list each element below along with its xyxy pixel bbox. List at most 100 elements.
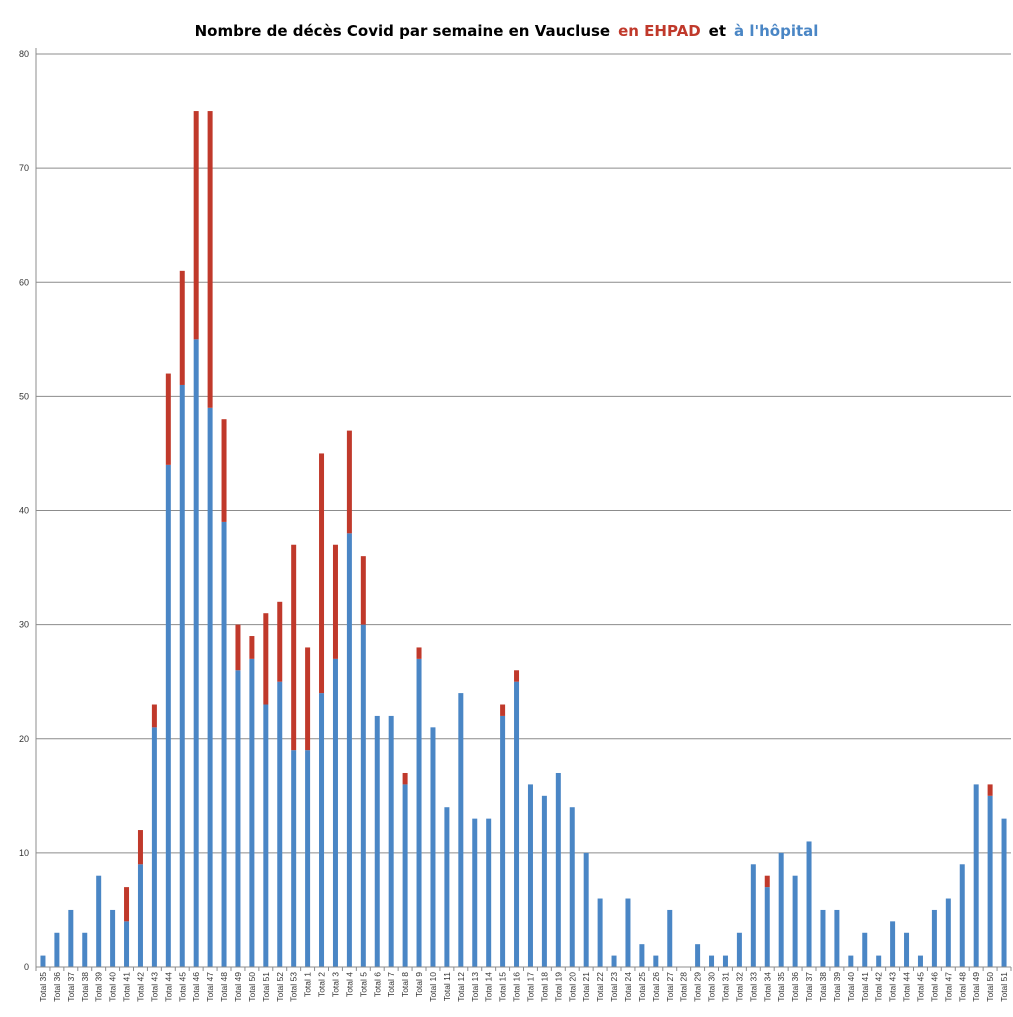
x-tick-label: Total 37 <box>66 972 76 1002</box>
x-tick-label: Total 41 <box>122 972 132 1002</box>
bar-segment-hopital <box>444 807 450 967</box>
x-tick-label: Total 39 <box>832 972 842 1002</box>
bar-segment-hopital <box>388 715 394 967</box>
bar-segment-hopital <box>458 693 464 967</box>
bar-segment-hopital <box>722 955 728 967</box>
bar-segment-hopital <box>193 339 199 967</box>
bar-segment-hopital <box>876 955 882 967</box>
x-tick-label: Total 50 <box>247 972 257 1002</box>
x-tick-label: Total 48 <box>219 972 229 1002</box>
bar-segment-ehpad <box>764 875 770 888</box>
bar-segment-hopital <box>263 704 269 967</box>
bar-segment-hopital <box>862 932 868 967</box>
x-tick-label: Total 40 <box>846 972 856 1002</box>
x-tick-label: Total 50 <box>985 972 995 1002</box>
bar-segment-hopital <box>179 384 185 967</box>
bar-segment-hopital <box>555 772 561 967</box>
bar-segment-hopital <box>653 955 659 967</box>
bar-segment-hopital <box>249 658 255 967</box>
bar-segment-hopital <box>917 955 923 967</box>
x-tick-label: Total 49 <box>971 972 981 1002</box>
x-tick-label: Total 42 <box>874 972 884 1002</box>
bar-segment-ehpad <box>249 636 255 659</box>
bar-segment-hopital <box>834 909 840 967</box>
bar-segment-hopital <box>597 898 603 967</box>
bar-segment-hopital <box>374 715 380 967</box>
bar-segment-ehpad <box>124 887 130 922</box>
bar-segment-hopital <box>931 909 937 967</box>
bar-segment-hopital <box>792 875 798 967</box>
bar-segment-hopital <box>472 818 478 967</box>
bar-segment-hopital <box>291 750 297 967</box>
x-tick-label: Total 11 <box>442 972 452 1001</box>
x-tick-label: Total 6 <box>372 972 382 997</box>
bar-segment-hopital <box>904 932 910 967</box>
bar-segment-ehpad <box>305 647 311 751</box>
bar-segment-hopital <box>569 807 575 967</box>
bar-segment-ehpad <box>221 419 227 522</box>
y-tick-label: 50 <box>19 391 29 401</box>
bar-segment-hopital <box>54 932 60 967</box>
title-part-main: Nombre de décès Covid par semaine en Vau… <box>194 22 611 40</box>
x-tick-label: Total 30 <box>707 972 717 1002</box>
bar-segment-hopital <box>695 944 701 967</box>
bar-segment-ehpad <box>319 453 325 694</box>
x-tick-label: Total 12 <box>456 972 466 1002</box>
bar-segment-ehpad <box>179 270 185 385</box>
x-tick-label: Total 28 <box>679 972 689 1002</box>
bar-segment-hopital <box>527 784 533 967</box>
bar-segment-ehpad <box>987 784 993 796</box>
x-tick-label: Total 18 <box>539 972 549 1002</box>
bar-segment-hopital <box>82 932 88 967</box>
x-tick-label: Total 33 <box>748 972 758 1002</box>
y-tick-label: 80 <box>19 49 29 59</box>
x-tick-label: Total 41 <box>860 972 870 1002</box>
bar-segment-hopital <box>110 909 116 967</box>
x-tick-label: Total 22 <box>595 972 605 1002</box>
bar-segment-ehpad <box>137 830 143 865</box>
x-tick-label: Total 46 <box>929 972 939 1002</box>
bar-segment-ehpad <box>416 647 422 659</box>
x-tick-label: Total 2 <box>317 972 327 997</box>
x-tick-label: Total 5 <box>358 972 368 997</box>
x-tick-label: Total 38 <box>80 972 90 1002</box>
bar-segment-hopital <box>611 955 617 967</box>
bar-segment-hopital <box>486 818 492 967</box>
x-tick-label: Total 44 <box>163 972 173 1002</box>
x-tick-label: Total 52 <box>275 972 285 1002</box>
bar-segment-hopital <box>750 864 756 967</box>
x-tick-label: Total 47 <box>943 972 953 1002</box>
x-tick-label: Total 8 <box>400 972 410 997</box>
x-tick-label: Total 46 <box>191 972 201 1002</box>
bar-segment-hopital <box>541 795 547 967</box>
bar-segment-hopital <box>430 727 436 967</box>
x-tick-label: Total 37 <box>804 972 814 1002</box>
bar-segment-ehpad <box>151 704 157 728</box>
bar-segment-ehpad <box>291 544 297 751</box>
bar-segment-hopital <box>305 750 311 967</box>
bar-segment-hopital <box>277 681 283 967</box>
bar-segment-ehpad <box>235 624 241 671</box>
x-tick-label: Total 10 <box>428 972 438 1002</box>
y-tick-label: 30 <box>19 620 29 630</box>
bar-segment-hopital <box>40 955 46 967</box>
bar-segment-hopital <box>514 681 520 967</box>
x-tick-label: Total 36 <box>52 972 62 1002</box>
x-axis: Total 35 Total 36 Total 37 Total 38 Total 39… <box>35 966 1012 1002</box>
bar-segment-hopital <box>736 932 742 967</box>
bar-segment-ehpad <box>332 544 338 659</box>
title-part-ehpad: en EHPAD <box>618 22 701 40</box>
bar-segment-hopital <box>945 898 951 967</box>
bar-segment-hopital <box>124 921 130 967</box>
bar-segment-ehpad <box>277 601 283 682</box>
bar-segment-hopital <box>1001 818 1007 967</box>
x-tick-label: Total 15 <box>498 972 508 1002</box>
y-tick-label: 40 <box>19 506 29 516</box>
x-tick-label: Total 53 <box>289 972 299 1002</box>
bar-segment-hopital <box>500 715 506 967</box>
bar-segment-hopital <box>416 658 422 967</box>
x-tick-label: Total 26 <box>651 972 661 1002</box>
x-tick-label: Total 40 <box>108 972 118 1002</box>
x-tick-label: Total 47 <box>205 972 215 1002</box>
